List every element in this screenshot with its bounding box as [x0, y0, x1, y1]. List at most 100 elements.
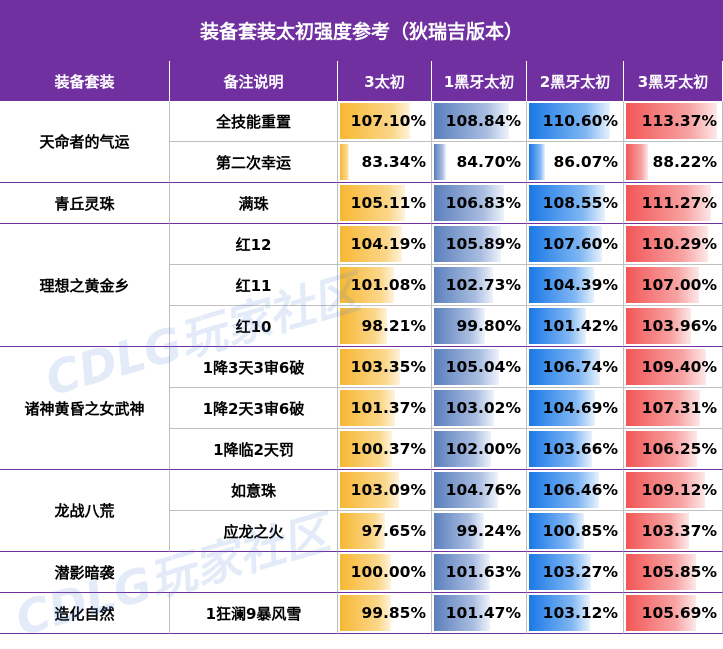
data-bar	[529, 513, 584, 549]
note-cell: 应龙之火	[170, 511, 338, 552]
data-bar	[626, 144, 648, 180]
value-text: 105.69%	[641, 604, 717, 622]
value-text: 104.19%	[350, 235, 426, 253]
value-text: 99.85%	[361, 604, 426, 622]
value-cell: 88.22%	[624, 142, 723, 183]
column-header: 2黑牙太初	[527, 61, 624, 101]
note-cell: 1狂澜9暴风雪	[170, 593, 338, 634]
value-text: 109.12%	[641, 481, 717, 499]
value-text: 106.25%	[641, 440, 717, 458]
data-bar	[626, 226, 708, 262]
value-text: 101.37%	[350, 399, 426, 417]
value-text: 101.47%	[445, 604, 521, 622]
value-cell: 113.37%	[624, 101, 723, 142]
value-text: 108.84%	[445, 112, 521, 130]
set-name-cell: 天命者的气运	[0, 101, 170, 183]
value-text: 100.37%	[350, 440, 426, 458]
value-cell: 106.25%	[624, 429, 723, 470]
set-name-cell: 诸神黄昏之女武神	[0, 347, 170, 470]
value-text: 107.10%	[350, 112, 426, 130]
value-text: 108.55%	[542, 194, 618, 212]
data-bar	[529, 226, 602, 262]
value-text: 104.76%	[445, 481, 521, 499]
value-cell: 106.46%	[527, 470, 624, 511]
value-text: 106.74%	[542, 358, 618, 376]
value-text: 101.42%	[542, 317, 618, 335]
data-bar	[529, 431, 592, 467]
note-cell: 满珠	[170, 183, 338, 224]
value-text: 105.11%	[350, 194, 426, 212]
value-cell: 103.35%	[338, 347, 432, 388]
value-text: 110.29%	[641, 235, 717, 253]
set-name-cell: 造化自然	[0, 593, 170, 634]
data-bar	[434, 554, 490, 590]
value-text: 107.31%	[641, 399, 717, 417]
value-cell: 97.65%	[338, 511, 432, 552]
value-cell: 104.39%	[527, 265, 624, 306]
data-bar	[340, 226, 402, 262]
table-header: 装备套装 备注说明 3太初 1黑牙太初 2黑牙太初 3黑牙太初	[0, 61, 723, 101]
value-cell: 84.70%	[432, 142, 527, 183]
value-text: 109.40%	[641, 358, 717, 376]
value-cell: 108.55%	[527, 183, 624, 224]
value-text: 106.46%	[542, 481, 618, 499]
value-text: 88.22%	[652, 153, 717, 171]
value-text: 102.73%	[445, 276, 521, 294]
note-cell: 如意珠	[170, 470, 338, 511]
value-cell: 86.07%	[527, 142, 624, 183]
data-bar	[340, 472, 399, 508]
data-bar	[340, 595, 391, 631]
value-cell: 103.37%	[624, 511, 723, 552]
note-cell: 1降3天3审6破	[170, 347, 338, 388]
data-bar	[626, 472, 705, 508]
table-body: 全技能重置 107.10% 108.84% 110.60% 113.37% 第二次幸运 83…	[0, 101, 723, 640]
value-cell: 105.11%	[338, 183, 432, 224]
data-bar	[529, 308, 586, 344]
data-bar	[626, 103, 717, 139]
data-bar	[626, 431, 697, 467]
data-bar	[434, 267, 493, 303]
value-cell: 102.00%	[432, 429, 527, 470]
value-cell: 109.12%	[624, 470, 723, 511]
value-text: 97.65%	[361, 522, 426, 540]
value-text: 100.85%	[542, 522, 618, 540]
value-text: 99.24%	[456, 522, 521, 540]
set-name-cell: 潜影暗袭	[0, 552, 338, 593]
value-cell: 101.08%	[338, 265, 432, 306]
note-cell: 红11	[170, 265, 338, 306]
value-text: 103.27%	[542, 563, 618, 581]
data-bar	[434, 513, 484, 549]
data-bar	[529, 390, 595, 426]
value-cell: 101.47%	[432, 593, 527, 634]
data-bar	[340, 554, 391, 590]
data-bar	[434, 226, 501, 262]
value-text: 83.34%	[361, 153, 426, 171]
data-bar	[340, 185, 405, 221]
value-text: 102.00%	[445, 440, 521, 458]
data-bar	[434, 431, 491, 467]
data-bar	[434, 349, 499, 385]
set-name-cell: 龙战八荒	[0, 470, 170, 552]
value-text: 103.66%	[542, 440, 618, 458]
data-bar	[340, 390, 395, 426]
value-cell: 103.66%	[527, 429, 624, 470]
value-text: 84.70%	[456, 153, 521, 171]
value-text: 106.83%	[445, 194, 521, 212]
value-cell: 83.34%	[338, 142, 432, 183]
value-cell: 103.96%	[624, 306, 723, 347]
value-cell: 110.60%	[527, 101, 624, 142]
value-cell: 104.76%	[432, 470, 527, 511]
set-name-cell: 理想之黄金乡	[0, 224, 170, 347]
data-bar	[626, 308, 691, 344]
data-bar	[626, 595, 696, 631]
data-bar	[529, 472, 599, 508]
value-cell: 110.29%	[624, 224, 723, 265]
data-bar	[529, 349, 600, 385]
note-cell: 红10	[170, 306, 338, 347]
value-text: 105.04%	[445, 358, 521, 376]
value-text: 110.60%	[542, 112, 618, 130]
note-cell: 1降临2天罚	[170, 429, 338, 470]
value-cell: 102.73%	[432, 265, 527, 306]
note-cell: 红12	[170, 224, 338, 265]
data-bar	[434, 472, 498, 508]
